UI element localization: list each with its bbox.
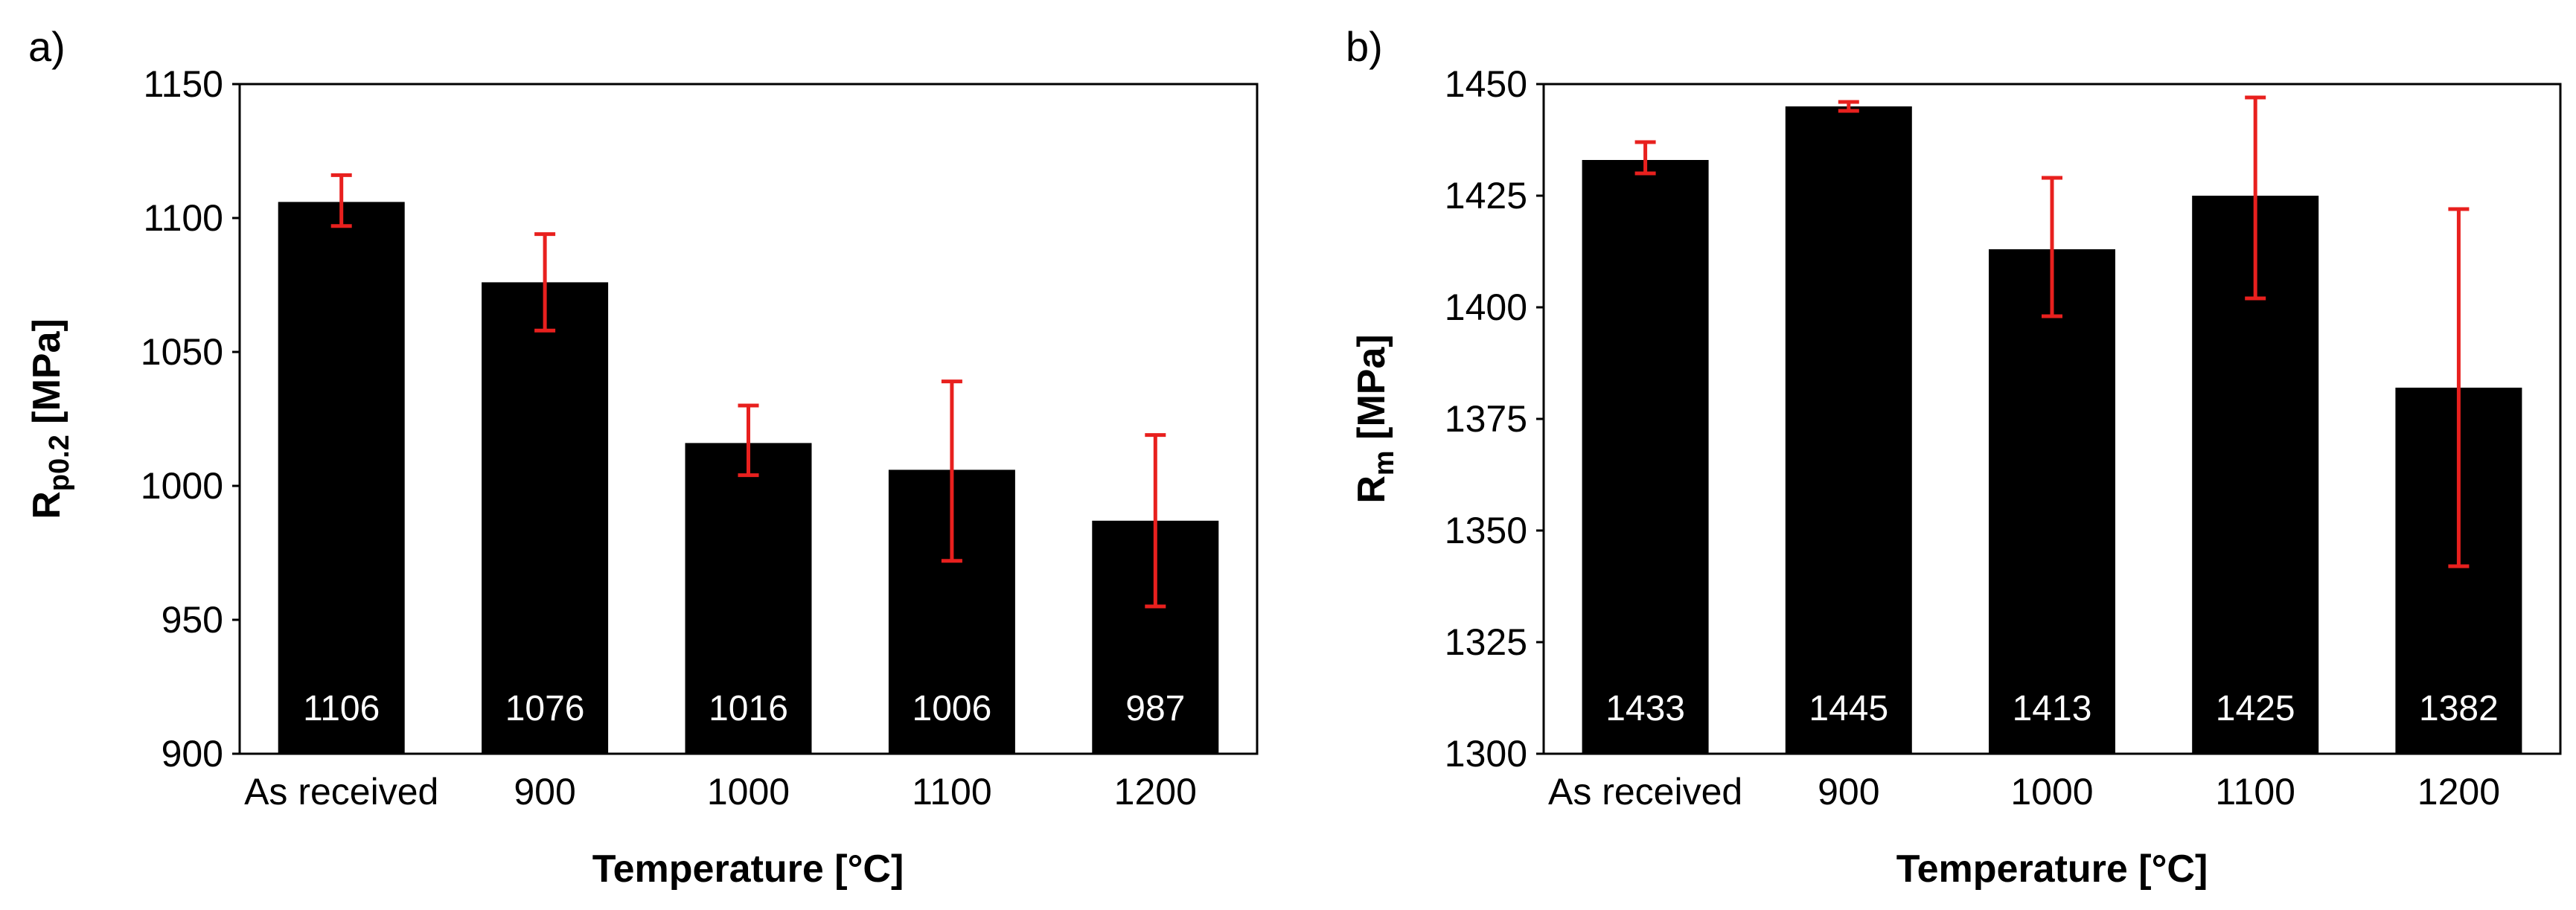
bar bbox=[482, 282, 609, 754]
error-bar bbox=[1145, 433, 1166, 609]
chart-a: a) 900 950 1000 1050 1100 1150 1106 1076 1016 10… bbox=[25, 23, 1259, 891]
x-category-label: As received bbox=[244, 771, 438, 813]
data-label: 987 bbox=[1125, 689, 1185, 728]
y-axis-title-a: Rp0.2 [MPa] bbox=[25, 318, 75, 519]
error-bar bbox=[1838, 100, 1859, 113]
error-bar bbox=[2042, 176, 2062, 318]
y-tick-label: 1400 bbox=[1445, 286, 1527, 328]
y-axis-title-unit-b: [MPa] bbox=[1350, 334, 1393, 450]
y-tick-label: 1425 bbox=[1445, 175, 1527, 217]
chart-b: b) 1300 1325 1350 1375 1400 1425 1450 1433 1445… bbox=[1346, 23, 2562, 891]
y-ticks-b: 1300 1325 1350 1375 1400 1425 1450 bbox=[1445, 63, 1544, 775]
error-bar bbox=[534, 232, 556, 333]
error-bar bbox=[330, 173, 352, 228]
error-bar bbox=[738, 403, 759, 478]
bar bbox=[278, 202, 405, 754]
y-tick-label: 1000 bbox=[141, 465, 223, 507]
y-axis-title-main-a: R bbox=[25, 491, 68, 519]
x-axis-title-a: Temperature [°C] bbox=[592, 847, 904, 891]
y-tick-label: 1350 bbox=[1445, 510, 1527, 551]
panel-label-a: a) bbox=[28, 23, 65, 70]
y-axis-title-unit-a: [MPa] bbox=[25, 318, 68, 435]
y-tick-label: 1150 bbox=[143, 63, 223, 105]
data-label: 1413 bbox=[2013, 689, 2092, 728]
data-label: 1106 bbox=[303, 689, 380, 728]
data-label: 1006 bbox=[913, 689, 992, 728]
error-bar bbox=[2245, 95, 2266, 301]
x-categories-a: As received 900 1000 1100 1200 bbox=[244, 771, 1197, 813]
y-tick-label: 1300 bbox=[1445, 733, 1527, 775]
y-tick-label: 1375 bbox=[1445, 398, 1527, 440]
x-category-label: 1000 bbox=[707, 771, 790, 813]
panel-label-b: b) bbox=[1346, 23, 1383, 70]
error-bar bbox=[1634, 140, 1656, 176]
bar bbox=[685, 443, 812, 754]
error-bars-a bbox=[330, 173, 1166, 609]
data-label: 1445 bbox=[1809, 689, 1888, 728]
y-tick-label: 1450 bbox=[1445, 63, 1527, 105]
data-label: 1382 bbox=[2419, 689, 2499, 728]
x-categories-b: As received 900 1000 1100 1200 bbox=[1548, 771, 2500, 813]
y-tick-label: 1100 bbox=[143, 197, 223, 239]
x-axis-title-b: Temperature [°C] bbox=[1896, 847, 2208, 891]
bar bbox=[1785, 106, 1912, 754]
x-category-label: 900 bbox=[514, 771, 575, 813]
y-axis-title-b: Rm [MPa] bbox=[1350, 334, 1400, 503]
error-bars-b bbox=[1634, 95, 2470, 568]
x-category-label: 1200 bbox=[1114, 771, 1197, 813]
bars-b bbox=[1582, 106, 2522, 754]
x-category-label: 900 bbox=[1818, 771, 1879, 813]
data-label: 1076 bbox=[505, 689, 585, 728]
data-labels-b: 1433 1445 1413 1425 1382 bbox=[1605, 689, 2499, 728]
data-label: 1016 bbox=[709, 689, 788, 728]
x-category-label: 1100 bbox=[912, 771, 992, 813]
bars-a bbox=[278, 202, 1219, 754]
data-label: 1433 bbox=[1605, 689, 1685, 728]
y-tick-label: 900 bbox=[162, 733, 223, 775]
bar bbox=[1989, 249, 2115, 754]
y-ticks-a: 900 950 1000 1050 1100 1150 bbox=[141, 63, 240, 775]
y-axis-title-sub-a: p0.2 bbox=[44, 435, 75, 491]
data-label: 1425 bbox=[2216, 689, 2295, 728]
y-tick-label: 1325 bbox=[1445, 621, 1527, 663]
data-labels-a: 1106 1076 1016 1006 987 bbox=[303, 689, 1185, 728]
bar bbox=[1582, 160, 1709, 754]
y-axis-title-main-b: R bbox=[1350, 475, 1393, 504]
y-tick-label: 1050 bbox=[141, 331, 223, 373]
x-category-label: As received bbox=[1548, 771, 1742, 813]
error-bar bbox=[941, 379, 962, 563]
y-tick-label: 950 bbox=[162, 599, 223, 641]
x-category-label: 1100 bbox=[2215, 771, 2295, 813]
x-category-label: 1000 bbox=[2010, 771, 2093, 813]
error-bar bbox=[2448, 207, 2470, 568]
y-axis-title-sub-b: m bbox=[1369, 450, 1400, 475]
x-category-label: 1200 bbox=[2417, 771, 2500, 813]
